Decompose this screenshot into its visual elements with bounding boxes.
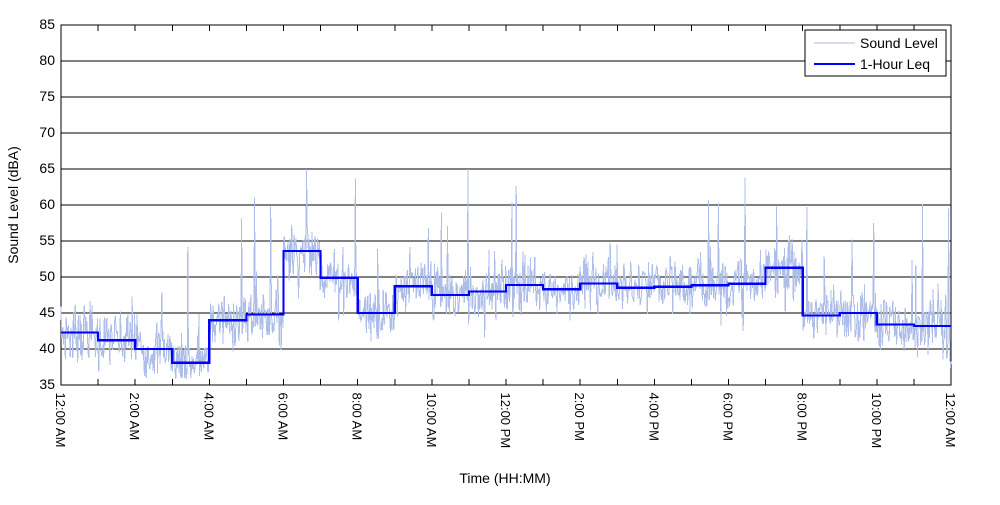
svg-text:12:00 AM: 12:00 AM [53,393,68,448]
svg-text:6:00 AM: 6:00 AM [276,393,291,441]
svg-text:50: 50 [39,268,55,284]
svg-text:70: 70 [39,124,55,140]
svg-text:55: 55 [39,232,55,248]
svg-text:12:00 PM: 12:00 PM [498,393,513,449]
svg-text:4:00 PM: 4:00 PM [646,393,661,441]
svg-text:1-Hour Leq: 1-Hour Leq [860,56,930,72]
svg-text:40: 40 [39,340,55,356]
svg-text:45: 45 [39,304,55,320]
svg-text:35: 35 [39,376,55,392]
svg-text:8:00 PM: 8:00 PM [795,393,810,441]
svg-text:75: 75 [39,88,55,104]
svg-text:10:00 PM: 10:00 PM [869,393,884,449]
svg-text:85: 85 [39,16,55,32]
svg-text:10:00 AM: 10:00 AM [424,393,439,448]
svg-text:4:00 AM: 4:00 AM [201,393,216,441]
svg-text:12:00 AM: 12:00 AM [943,393,958,448]
svg-text:Sound Level: Sound Level [860,35,938,51]
svg-text:8:00 AM: 8:00 AM [350,393,365,441]
svg-text:2:00 AM: 2:00 AM [127,393,142,441]
svg-text:Sound Level (dBA): Sound Level (dBA) [5,146,21,264]
svg-text:60: 60 [39,196,55,212]
svg-text:80: 80 [39,52,55,68]
svg-text:6:00 PM: 6:00 PM [721,393,736,441]
svg-text:2:00 PM: 2:00 PM [572,393,587,441]
svg-text:Time (HH:MM): Time (HH:MM) [459,470,550,486]
svg-text:65: 65 [39,160,55,176]
